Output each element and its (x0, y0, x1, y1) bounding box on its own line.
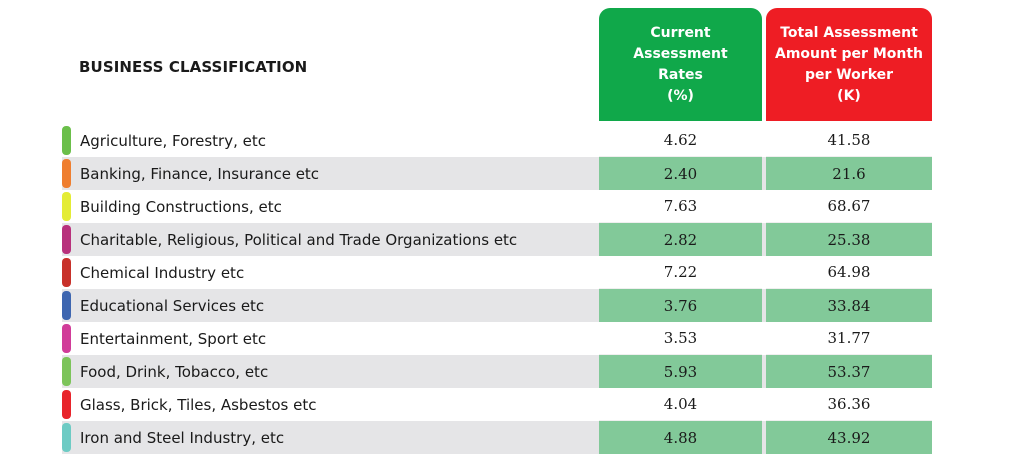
category-color-bar (62, 324, 71, 353)
business-classification-label: Iron and Steel Industry, etc (80, 428, 285, 447)
category-color-bar (62, 258, 71, 287)
table-row: Building Constructions, etc 7.63 68.67 (62, 190, 932, 223)
assessment-rate-cell: 3.76 (599, 289, 762, 322)
assessment-amount-cell: 21.6 (766, 157, 932, 190)
category-color-bar (62, 357, 71, 386)
assessment-rate-cell: 2.82 (599, 223, 762, 256)
table-row: Chemical Industry etc 7.22 64.98 (62, 256, 932, 289)
header-line: per Worker (804, 66, 894, 83)
table-row: Charitable, Religious, Political and Tra… (62, 223, 932, 256)
table-row: Glass, Brick, Tiles, Asbestos etc 4.04 3… (62, 388, 932, 421)
table-title: BUSINESS CLASSIFICATION (79, 58, 308, 76)
business-classification-label: Educational Services etc (80, 296, 265, 315)
assessment-rate-cell: 7.63 (599, 190, 762, 223)
assessment-amount-cell: 31.77 (766, 322, 932, 355)
table-row: Iron and Steel Industry, etc 4.88 43.92 (62, 421, 932, 454)
business-classification-label: Entertainment, Sport etc (80, 329, 267, 348)
assessment-amount-cell: 43.92 (766, 421, 932, 454)
total-assessment-amount-header: Total Assessment Amount per Month per Wo… (766, 8, 932, 121)
header-line: (K) (837, 87, 861, 104)
assessment-amount-cell: 64.98 (766, 256, 932, 289)
header-line: Rates (658, 66, 703, 83)
category-color-bar (62, 225, 71, 254)
category-color-bar (62, 390, 71, 419)
business-classification-label: Chemical Industry etc (80, 263, 245, 282)
assessment-amount-cell: 68.67 (766, 190, 932, 223)
assessment-rate-cell: 4.88 (599, 421, 762, 454)
table-row: Banking, Finance, Insurance etc 2.40 21.… (62, 157, 932, 190)
category-color-bar (62, 192, 71, 221)
current-assessment-rates-header: Current Assessment Rates (%) (599, 8, 762, 121)
business-classification-label: Glass, Brick, Tiles, Asbestos etc (80, 395, 317, 414)
classification-table: Agriculture, Forestry, etc 4.62 41.58 Ba… (62, 124, 932, 454)
assessment-rate-cell: 2.40 (599, 157, 762, 190)
business-classification-label: Banking, Finance, Insurance etc (80, 164, 320, 183)
header-line: Amount per Month (774, 45, 923, 62)
category-color-bar (62, 126, 71, 155)
assessment-rate-cell: 7.22 (599, 256, 762, 289)
assessment-amount-cell: 25.38 (766, 223, 932, 256)
assessment-rate-cell: 4.04 (599, 388, 762, 421)
assessment-amount-cell: 41.58 (766, 124, 932, 157)
category-color-bar (62, 423, 71, 452)
header-line: Total Assessment (780, 24, 918, 41)
table-row: Agriculture, Forestry, etc 4.62 41.58 (62, 124, 932, 157)
category-color-bar (62, 291, 71, 320)
business-classification-label: Food, Drink, Tobacco, etc (80, 362, 269, 381)
assessment-amount-cell: 36.36 (766, 388, 932, 421)
assessment-rate-cell: 3.53 (599, 322, 762, 355)
business-classification-label: Building Constructions, etc (80, 197, 282, 216)
business-classification-label: Agriculture, Forestry, etc (80, 131, 266, 150)
table-row: Entertainment, Sport etc 3.53 31.77 (62, 322, 932, 355)
assessment-rate-cell: 5.93 (599, 355, 762, 388)
assessment-amount-cell: 33.84 (766, 289, 932, 322)
category-color-bar (62, 159, 71, 188)
header-line: (%) (667, 87, 694, 104)
table-row: Educational Services etc 3.76 33.84 (62, 289, 932, 322)
header-line: Assessment (633, 45, 728, 62)
header-line: Current (650, 24, 711, 41)
assessment-rate-cell: 4.62 (599, 124, 762, 157)
business-classification-label: Charitable, Religious, Political and Tra… (80, 230, 518, 249)
assessment-amount-cell: 53.37 (766, 355, 932, 388)
table-row: Food, Drink, Tobacco, etc 5.93 53.37 (62, 355, 932, 388)
